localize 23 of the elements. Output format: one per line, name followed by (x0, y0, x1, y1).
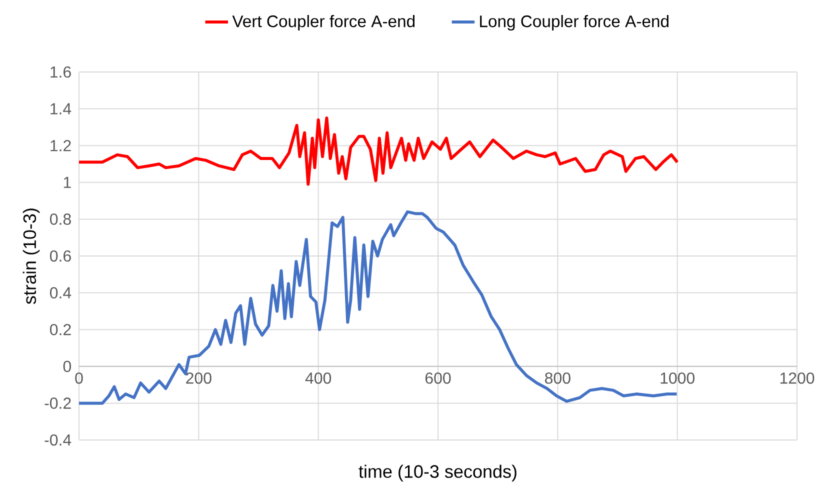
x-tick-label: 200 (186, 372, 212, 384)
y-tick-label: 0.4 (50, 287, 72, 298)
y-tick-label: 0.2 (50, 324, 71, 336)
y-tick-label: -0.4 (44, 434, 72, 446)
y-tick-label: 0 (63, 360, 72, 372)
y-tick-label: 1 (64, 176, 71, 188)
x-tick-label: 1000 (660, 372, 695, 384)
x-axis-title: time (10-3 seconds) (358, 464, 516, 482)
line-series (78, 116, 679, 186)
x-tick-label: 1200 (780, 372, 814, 384)
y-tick-label: 0.6 (50, 250, 71, 262)
legend-label: Long Coupler force A-end (480, 14, 668, 31)
legend-label: Vert Coupler force A-end (232, 14, 415, 31)
x-tick-label: 600 (425, 372, 451, 384)
x-tick-label: 400 (305, 372, 332, 384)
x-tick-label: 800 (545, 372, 570, 384)
y-tick-label: 1.2 (50, 140, 71, 152)
y-tick-label: 0.8 (50, 214, 71, 225)
y-tick-label: 1.6 (50, 66, 71, 78)
y-tick-label: -0.2 (44, 398, 71, 409)
x-tick-label: 0 (75, 372, 83, 384)
y-tick-label: 1.4 (50, 103, 72, 114)
y-axis-title: strain (10-3) (22, 208, 40, 304)
